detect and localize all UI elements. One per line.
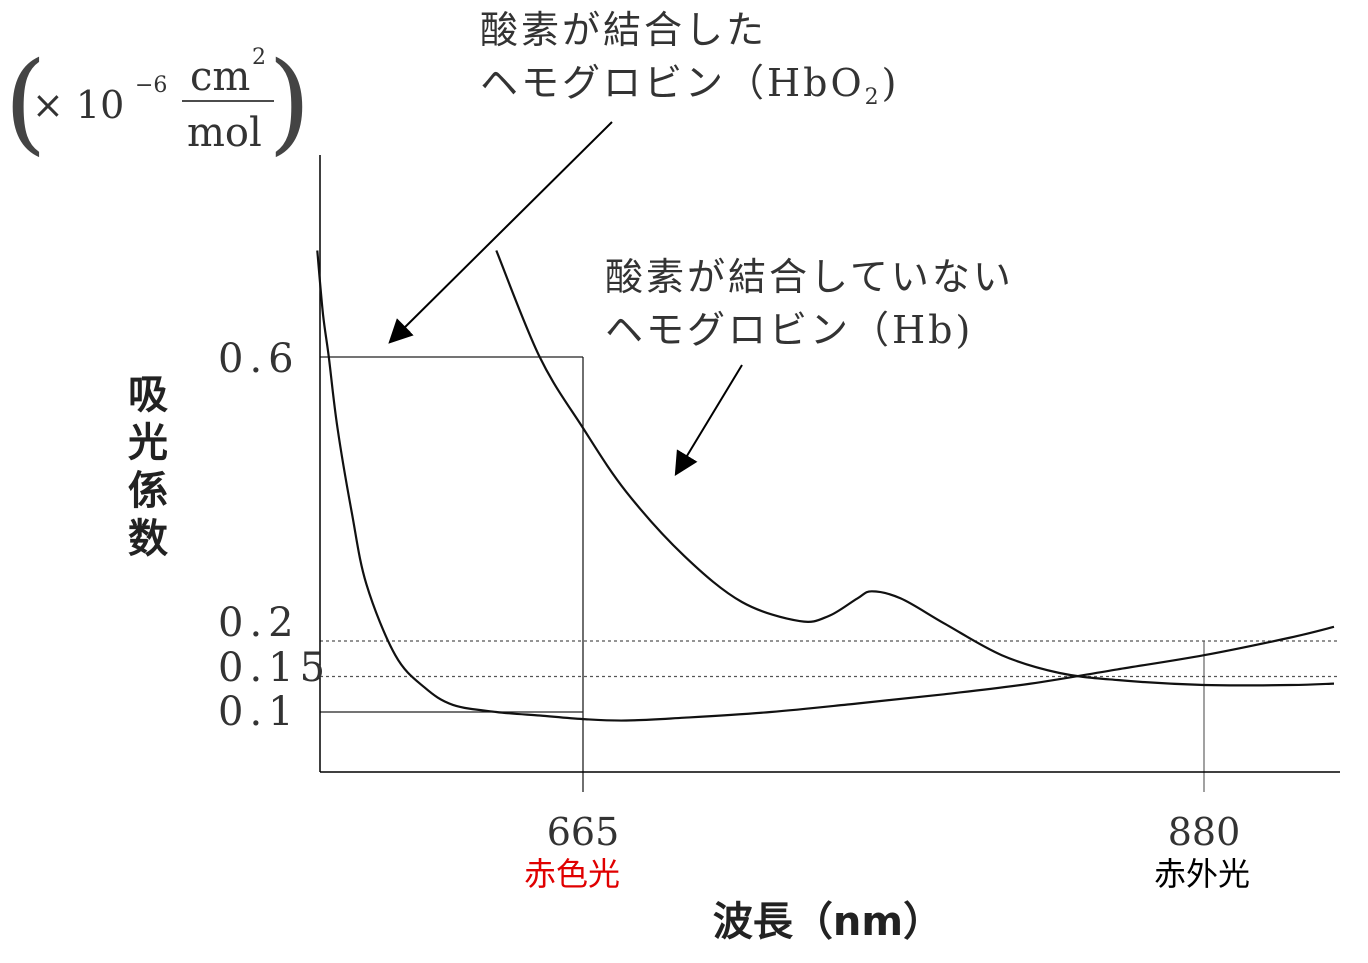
- x-tick-label-665: 665: [547, 810, 620, 854]
- y-unit-numerator: cm: [190, 54, 250, 100]
- y-axis-label: 吸光係数: [128, 372, 168, 562]
- y-unit-open-paren: (: [4, 38, 47, 166]
- y-tick-label-0.15: 0.15: [218, 645, 331, 691]
- annotation-hbo2-line1: 酸素が結合した: [480, 8, 767, 52]
- annotation-hb-line1: 酸素が結合していない: [605, 255, 1014, 299]
- x-tick-sublabel-infrared: 赤外光: [1154, 855, 1250, 893]
- annotation-hb: 酸素が結合していない ヘモグロビン（Hb): [605, 255, 1014, 352]
- y-unit-denominator: mol: [187, 110, 262, 156]
- x-tick-label-880: 880: [1168, 810, 1241, 854]
- annotation-hbo2-line2-main: ヘモグロビン（HbO: [480, 61, 865, 105]
- y-unit-multiplier: × 10: [32, 83, 124, 127]
- annotation-hbo2-line2: ヘモグロビン（HbO2): [480, 61, 899, 110]
- y-tick-label-0.6: 0.6: [218, 336, 300, 382]
- y-unit: ( × 10 −6 cm 2 mol ): [4, 38, 311, 166]
- annotation-hb-line2: ヘモグロビン（Hb): [605, 308, 973, 352]
- x-axis-label: 波長（nm）: [713, 899, 943, 945]
- series-group: [316, 250, 1335, 722]
- series-line-hb: [495, 250, 1335, 687]
- y-tick-labels: 0.6 0.2 0.15 0.1: [218, 336, 331, 735]
- y-unit-numerator-exponent: 2: [252, 45, 266, 70]
- annotation-hbo2: 酸素が結合した ヘモグロビン（HbO2): [480, 8, 899, 110]
- y-unit-exponent: −6: [135, 73, 167, 98]
- annotation-hb-arrow: [674, 364, 743, 477]
- y-tick-label-0.2: 0.2: [218, 600, 300, 646]
- annotation-hbo2-subscript: 2: [865, 85, 882, 110]
- guide-lines: [320, 356, 1340, 792]
- series-line-hbo2: [316, 250, 1335, 722]
- y-unit-close-paren: ): [268, 38, 311, 166]
- annotation-hbo2-close: ): [882, 61, 900, 105]
- annotation-hbo2-arrow: [388, 121, 613, 344]
- y-tick-label-0.1: 0.1: [218, 689, 300, 735]
- x-tick-sublabel-red-light: 赤色光: [524, 855, 620, 893]
